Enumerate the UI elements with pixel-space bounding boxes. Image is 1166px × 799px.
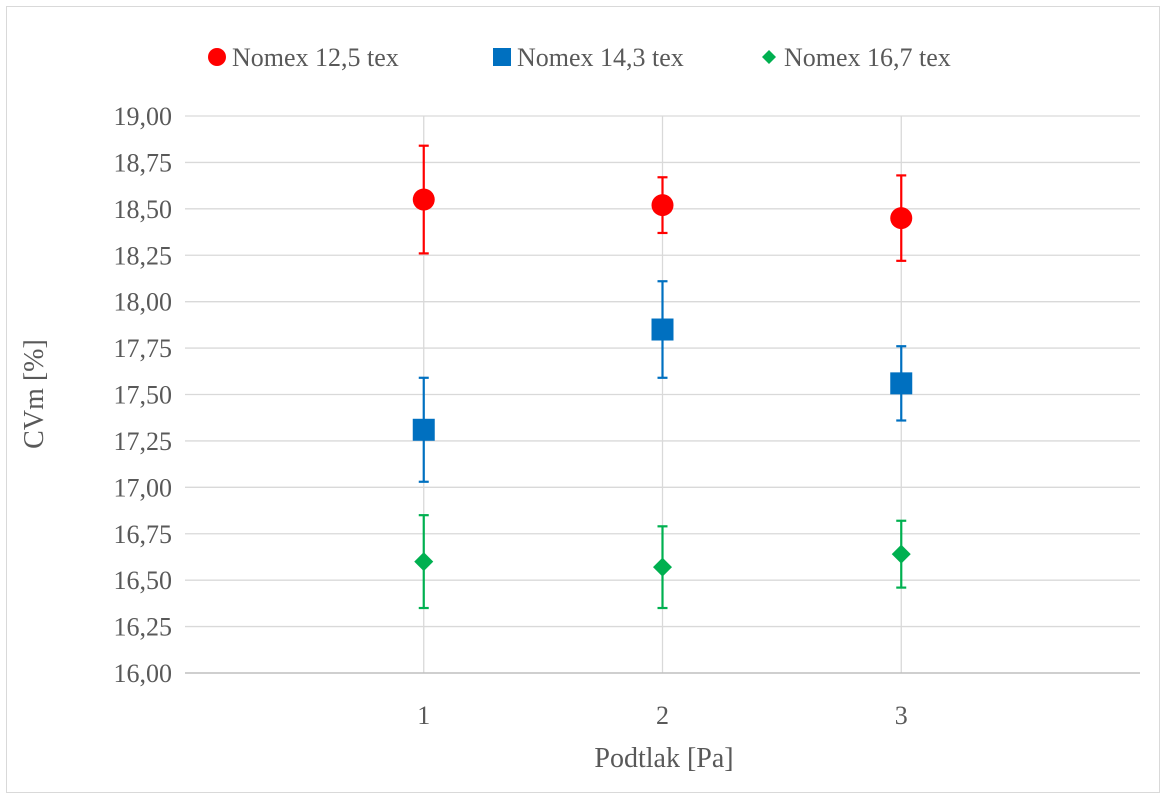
legend-label: Nomex 16,7 tex (784, 43, 951, 72)
y-tick-label: 18,50 (114, 195, 173, 224)
x-tick-label: 3 (895, 701, 908, 730)
y-tick-label: 18,00 (114, 288, 173, 317)
data-point (414, 552, 434, 572)
data-point (653, 557, 672, 577)
legend-marker-square-icon (493, 48, 511, 66)
legend-item: Nomex 16,7 tex (762, 43, 951, 72)
y-tick-label: 16,75 (114, 520, 173, 549)
legend-label: Nomex 12,5 tex (232, 43, 399, 72)
data-point (412, 418, 435, 441)
legend-label: Nomex 14,3 tex (517, 43, 684, 72)
y-tick-label: 18,25 (114, 241, 173, 270)
series-diamond (414, 514, 911, 610)
y-tick-label: 16,25 (114, 613, 173, 642)
y-tick-label: 18,75 (114, 148, 173, 177)
legend-item: Nomex 14,3 tex (493, 43, 684, 72)
data-point (651, 318, 674, 341)
series-square (412, 280, 913, 483)
chart-area (6, 6, 1160, 793)
legend-marker-diamond-icon (762, 50, 776, 64)
series-circle (412, 144, 913, 262)
x-axis-label: Podtlak [Pa] (594, 743, 733, 774)
x-axis-ticks: 1 2 3 (417, 701, 908, 730)
data-point (412, 188, 435, 211)
y-tick-label: 17,25 (114, 427, 173, 456)
y-tick-label: 17,00 (114, 473, 173, 502)
data-point (891, 544, 911, 564)
data-series (412, 144, 913, 610)
x-tick-label: 2 (656, 701, 669, 730)
legend: Nomex 12,5 tex Nomex 14,3 tex Nomex 16,7 t… (208, 43, 951, 72)
legend-marker-circle-icon (208, 48, 226, 66)
y-axis-ticks: 16,00 16,25 16,50 16,75 17,00 17,25 17,50 17,75… (114, 102, 173, 688)
legend-item: Nomex 12,5 tex (208, 43, 399, 72)
y-axis-label: CVm [%] (19, 339, 50, 449)
data-point (651, 194, 674, 217)
y-tick-label: 16,00 (114, 659, 173, 688)
y-tick-label: 19,00 (114, 102, 173, 131)
data-point (890, 207, 913, 230)
x-tick-label: 1 (417, 701, 430, 730)
y-tick-label: 17,75 (114, 334, 173, 363)
y-tick-label: 16,50 (114, 566, 173, 595)
y-tick-label: 17,50 (114, 381, 173, 410)
data-point (890, 372, 913, 395)
